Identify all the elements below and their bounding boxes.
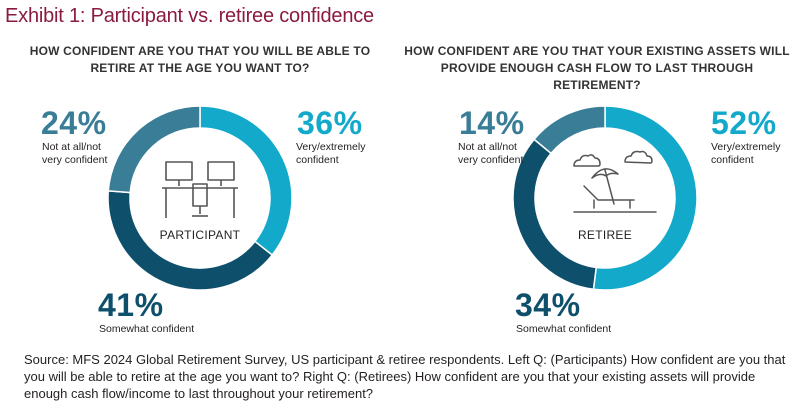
- participant-donut-chart: [107, 105, 293, 291]
- left-question: HOW CONFIDENT ARE YOU THAT YOU WILL BE A…: [29, 44, 371, 75]
- retiree-label-very-extremely: Very/extremely confident: [711, 141, 781, 166]
- participant-pct-very-extremely: 36%: [297, 105, 363, 141]
- desk-workstation-icon: [162, 161, 238, 218]
- participant-slice-not-at-all: [107, 105, 201, 194]
- retiree-label-not-at-all: Not at all/not very confident: [458, 141, 524, 166]
- right-question: HOW CONFIDENT ARE YOU THAT YOUR EXISTING…: [404, 44, 790, 92]
- retiree-label-somewhat: Somewhat confident: [516, 323, 612, 335]
- participant-label-somewhat: Somewhat confident: [99, 323, 195, 335]
- retiree-pct-very-extremely: 52%: [711, 105, 777, 141]
- participant-pct-not-at-all: 24%: [41, 105, 107, 141]
- retiree-pct-not-at-all: 14%: [459, 105, 525, 141]
- retiree-label: RETIREE: [577, 228, 633, 242]
- exhibit-title: Exhibit 1: Participant vs. retiree confi…: [5, 5, 374, 27]
- source-note: Source: MFS 2024 Global Retirement Surve…: [24, 352, 786, 401]
- participant-pct-somewhat: 41%: [98, 287, 164, 323]
- beach-lounger-icon: [573, 150, 657, 213]
- participant-label-not-at-all: Not at all/not very confident: [42, 141, 108, 166]
- retiree-slice-very-extremely: [592, 105, 698, 291]
- participant-label-very-extremely: Very/extremely confident: [296, 141, 366, 166]
- participant-label: PARTICIPANT: [159, 228, 241, 242]
- retiree-donut-chart: [512, 105, 698, 291]
- retiree-pct-somewhat: 34%: [515, 287, 581, 323]
- retiree-slice-not-at-all: [533, 105, 606, 155]
